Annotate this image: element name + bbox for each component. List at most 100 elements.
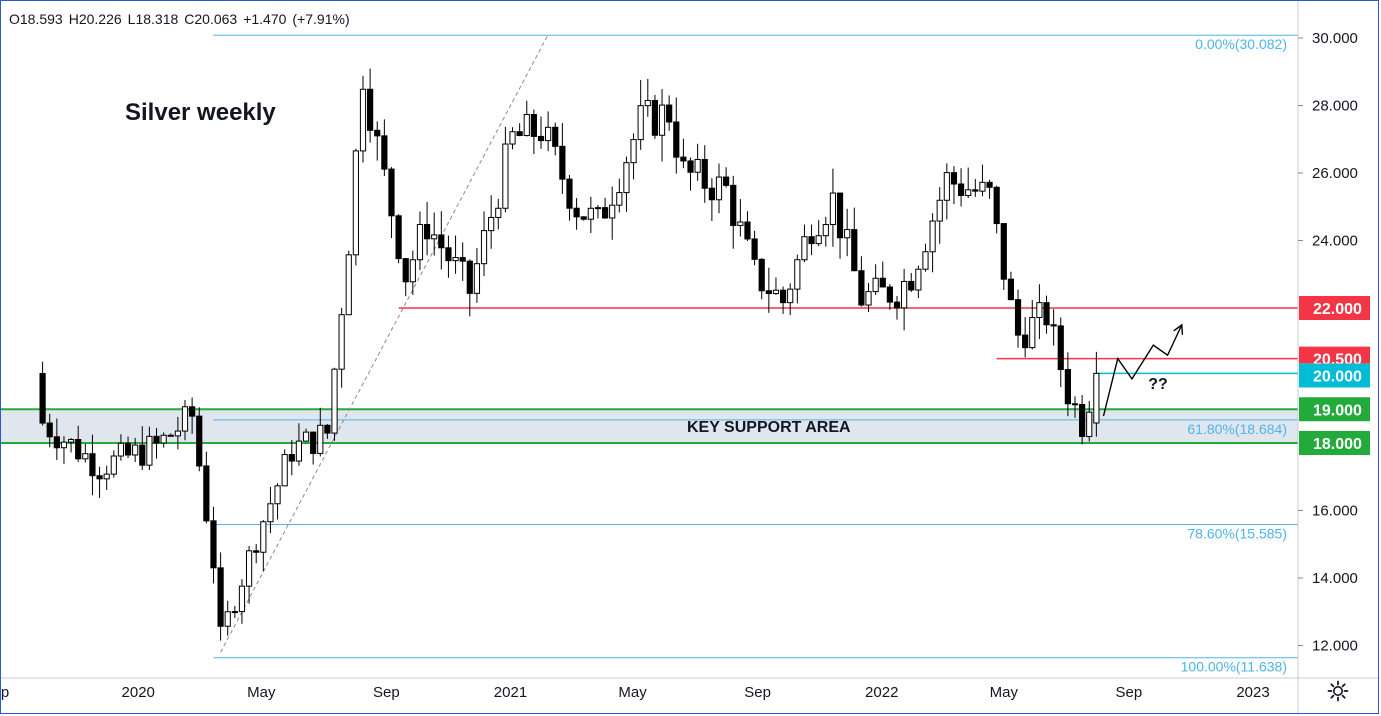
candle-down — [751, 238, 758, 260]
x-tick-label: 2020 — [122, 684, 155, 701]
candle-up — [872, 277, 879, 293]
candle-up — [658, 104, 666, 136]
candle-down — [402, 258, 409, 283]
ohlc-high: H20.226 — [68, 11, 122, 27]
candle-down — [388, 168, 395, 217]
candle-down — [730, 184, 737, 226]
candle-down — [167, 434, 174, 437]
candle-down — [858, 270, 865, 306]
fib-level-label: 100.00%(11.638) — [1181, 659, 1287, 675]
candle-up — [822, 224, 829, 237]
candle-down — [153, 435, 160, 444]
candle-down — [516, 131, 523, 137]
candle-down — [217, 567, 224, 627]
candle-up — [509, 131, 516, 145]
candle-down — [893, 301, 901, 309]
candle-up — [623, 162, 630, 194]
candle-down — [374, 129, 381, 137]
chart-title: Silver weekly — [125, 99, 276, 126]
candle-up — [829, 192, 837, 226]
candle-up — [231, 611, 238, 614]
price-badge — [1299, 431, 1370, 455]
candle-down — [1064, 369, 1071, 405]
candle-down — [75, 439, 82, 460]
price-badge-label: 18.000 — [1313, 436, 1362, 453]
candle-down — [836, 192, 844, 239]
candle-down — [986, 181, 993, 188]
candle-down — [879, 277, 886, 288]
candle-down — [196, 415, 203, 467]
candle-down — [552, 126, 559, 147]
x-tick-label: May — [990, 684, 1019, 701]
candle-down — [601, 207, 609, 219]
candle-up — [238, 585, 246, 613]
candle-down — [324, 424, 331, 434]
candle-up — [502, 143, 509, 209]
x-tick-label: Sep — [1116, 684, 1143, 701]
ohlc-open: O18.593 — [9, 11, 63, 27]
candle-up — [117, 442, 125, 457]
candle-down — [139, 444, 146, 466]
candle-up — [495, 207, 502, 218]
y-tick-label: 16.000 — [1312, 503, 1358, 520]
candle-up — [609, 204, 616, 219]
candle-up — [431, 234, 438, 240]
candle-up — [110, 455, 117, 475]
candle-up — [901, 280, 908, 309]
candle-down — [680, 156, 687, 162]
x-tick-label: Sep — [744, 684, 771, 701]
candle-up — [317, 424, 324, 454]
candle-down — [537, 135, 545, 142]
candle-down — [708, 187, 715, 201]
candle-down — [566, 178, 573, 209]
candle-up — [794, 259, 801, 290]
candle-down — [423, 223, 431, 240]
candle-up — [694, 159, 701, 173]
candle-up — [281, 454, 288, 487]
candle-up — [865, 291, 872, 306]
candle-down — [46, 422, 53, 438]
candle-up — [224, 611, 231, 627]
candle-up — [146, 435, 153, 466]
candle-up — [245, 550, 253, 587]
ohlc-change-pct: (+7.91%) — [292, 11, 350, 27]
x-tick-label: May — [618, 684, 647, 701]
ohlc-legend: O18.593 H20.226 L18.318 C20.063 +1.470 (+7.91… — [9, 11, 356, 27]
gear-icon[interactable] — [1326, 679, 1350, 703]
candle-up — [267, 503, 274, 523]
candle-down — [124, 442, 132, 456]
candle-down — [189, 406, 196, 417]
candle-down — [886, 286, 893, 303]
price-badge — [1299, 363, 1370, 388]
candle-up — [965, 189, 972, 196]
candle-down — [39, 372, 46, 424]
candle-up — [936, 199, 943, 222]
candle-down — [1014, 299, 1022, 336]
candle-down — [1043, 302, 1050, 326]
candle-up — [132, 444, 139, 456]
ohlc-close: C20.063 — [184, 11, 238, 27]
candle-up — [1093, 372, 1100, 424]
candle-down — [1000, 223, 1007, 280]
ohlc-low: L18.318 — [127, 11, 179, 27]
candle-up — [274, 485, 281, 505]
price-badge-label: 20.000 — [1313, 369, 1362, 386]
candle-up — [594, 207, 602, 210]
candle-up — [787, 288, 794, 304]
candle-down — [993, 186, 1000, 225]
candle-down — [381, 135, 388, 170]
candle-up — [844, 229, 851, 239]
fib-level-label: 0.00%(30.082) — [1195, 36, 1287, 52]
candle-down — [445, 247, 452, 262]
candle-up — [772, 289, 780, 295]
candle-up — [815, 235, 822, 245]
candle-down — [1050, 324, 1057, 327]
candle-down — [779, 289, 787, 304]
candle-up — [160, 434, 167, 444]
candle-down — [253, 550, 260, 553]
candle-up — [295, 440, 303, 462]
candle-up — [60, 441, 68, 449]
candle-up — [545, 126, 552, 142]
